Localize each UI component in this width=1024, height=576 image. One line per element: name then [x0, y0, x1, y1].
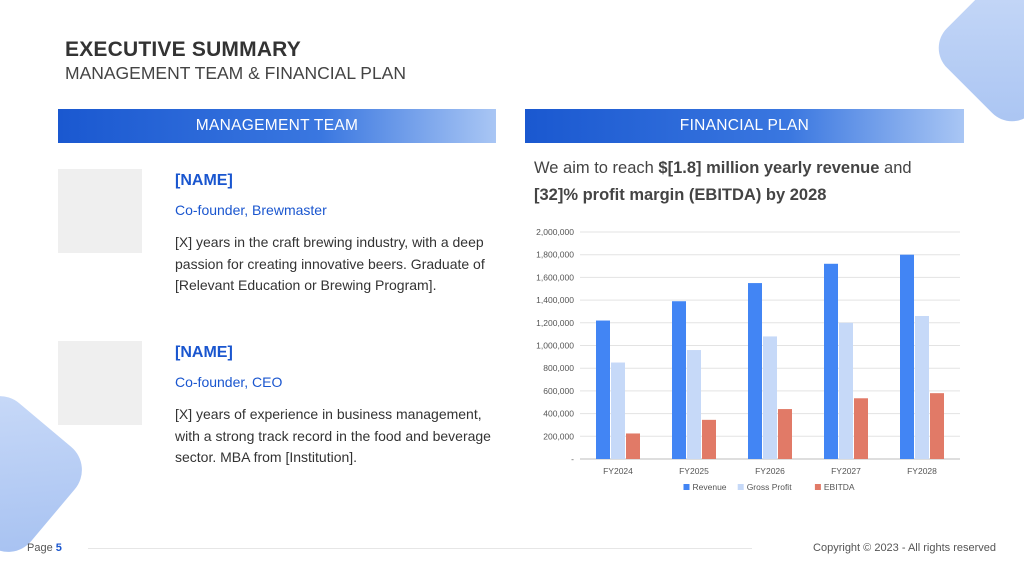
- bar-revenue: [596, 320, 610, 459]
- footer-divider: [88, 548, 752, 549]
- y-tick-label: 2,000,000: [536, 227, 574, 237]
- bar-ebitda: [854, 398, 868, 459]
- member-role: Co-founder, Brewmaster: [175, 202, 327, 218]
- member-role: Co-founder, CEO: [175, 374, 283, 390]
- y-tick-label: 1,600,000: [536, 272, 574, 282]
- y-tick-label: 1,200,000: [536, 318, 574, 328]
- page-number: 5: [55, 542, 62, 554]
- y-tick-label: -: [571, 454, 574, 464]
- legend-swatch: [683, 484, 690, 490]
- legend-swatch: [737, 484, 744, 490]
- x-tick-label: FY2024: [603, 466, 633, 476]
- legend-label: Revenue: [693, 482, 727, 492]
- management-team-header: MANAGEMENT TEAM: [58, 109, 496, 143]
- y-tick-label: 1,400,000: [536, 295, 574, 305]
- bar-gross-profit: [763, 336, 777, 459]
- financial-plan-heading: FINANCIAL PLAN: [679, 117, 810, 134]
- bar-revenue: [672, 301, 686, 459]
- bar-gross-profit: [687, 350, 701, 459]
- member-bio: [X] years of experience in business mana…: [175, 406, 491, 465]
- y-tick-label: 600,000: [543, 386, 574, 396]
- goal-revenue-highlight: $[1.8] million yearly revenue: [658, 159, 880, 177]
- legend-label: Gross Profit: [747, 482, 793, 492]
- x-tick-label: FY2028: [907, 466, 937, 476]
- copyright-notice: Copyright © 2023 - All rights reserved: [813, 542, 996, 554]
- goal-text-1: We aim to reach: [534, 159, 659, 177]
- page-label: Page: [27, 542, 53, 554]
- member-photo-placeholder: [58, 341, 142, 425]
- x-tick-label: FY2025: [679, 466, 709, 476]
- member-photo-placeholder: [58, 169, 142, 253]
- bar-gross-profit: [611, 362, 625, 459]
- y-tick-label: 1,000,000: [536, 341, 574, 351]
- goal-text-2: and: [879, 159, 912, 177]
- page-subtitle: MANAGEMENT TEAM & FINANCIAL PLAN: [65, 63, 406, 83]
- page-title: EXECUTIVE SUMMARY: [65, 38, 301, 61]
- x-tick-label: FY2027: [831, 466, 861, 476]
- legend-label: EBITDA: [824, 482, 855, 492]
- financial-goal-statement: We aim to reach $[1.8] million yearly re…: [534, 155, 954, 209]
- bar-gross-profit: [839, 322, 853, 459]
- legend-swatch: [814, 484, 821, 490]
- x-tick-label: FY2026: [755, 466, 785, 476]
- y-tick-label: 1,800,000: [536, 250, 574, 260]
- financial-bar-chart: - 200,000 400,000 600,000 800,000 1,000,000 1,…: [536, 227, 960, 492]
- bar-gross-profit: [915, 315, 929, 459]
- management-team-heading: MANAGEMENT TEAM: [195, 117, 359, 134]
- bar-ebitda: [930, 393, 944, 459]
- y-tick-label: 400,000: [543, 409, 574, 419]
- bar-ebitda: [778, 409, 792, 459]
- bar-ebitda: [626, 433, 640, 459]
- bar-revenue: [824, 263, 838, 459]
- y-tick-label: 200,000: [543, 431, 574, 441]
- member-name: [NAME]: [175, 172, 233, 189]
- financial-plan-header: FINANCIAL PLAN: [525, 109, 964, 143]
- y-tick-label: 800,000: [543, 363, 574, 373]
- bar-revenue: [748, 283, 762, 459]
- bar-ebitda: [702, 419, 716, 459]
- bar-revenue: [900, 254, 914, 459]
- member-bio: [X] years in the craft brewing industry,…: [175, 234, 485, 293]
- member-name: [NAME]: [175, 344, 233, 361]
- goal-margin-highlight: [32]% profit margin (EBITDA) by 2028: [534, 186, 827, 204]
- page-indicator: Page 5: [27, 542, 62, 554]
